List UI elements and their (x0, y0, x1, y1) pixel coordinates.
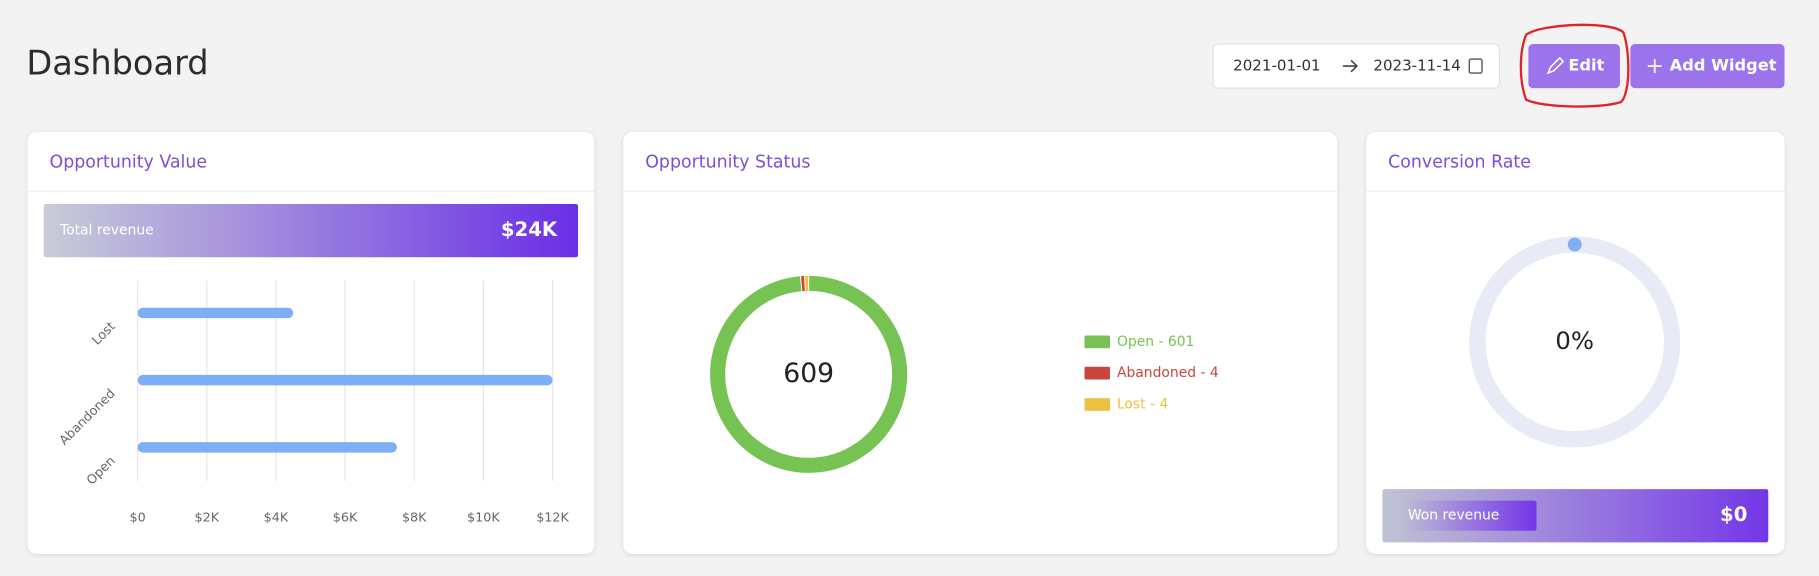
card-title: Opportunity Status (645, 152, 810, 172)
card: Opportunity Value Total revenue $24K (27, 132, 595, 554)
legend-label: Abandoned - 4 (1117, 365, 1219, 381)
date-start[interactable]: 2021-01-01 (1233, 57, 1320, 75)
bar (137, 374, 553, 386)
legend-label: Open - 601 (1117, 334, 1194, 350)
add-widget-label[interactable]: Add Widget (1670, 56, 1777, 75)
x-tick-label: $10K (467, 511, 500, 526)
legend-swatch (1084, 398, 1110, 411)
card-bg (1366, 132, 1785, 554)
add-widget-button[interactable] (1630, 44, 1785, 89)
bar (137, 442, 397, 453)
legend-swatch (1084, 335, 1110, 349)
summary-label-box (1396, 500, 1537, 531)
summary-value: $24K (501, 218, 558, 241)
annotation-circle (1519, 23, 1630, 108)
x-tick-label: $12K (536, 511, 569, 526)
edit-label[interactable]: Edit (1568, 56, 1604, 75)
gauge-value: 0% (1555, 326, 1594, 355)
card-title: Conversion Rate (1388, 152, 1531, 172)
legend-swatch (1084, 366, 1110, 380)
edit-button[interactable] (1528, 44, 1620, 89)
summary-banner (43, 203, 579, 258)
x-tick-label: $2K (195, 511, 220, 526)
x-tick-label: $8K (402, 511, 427, 526)
card: Opportunity Status 609 (623, 132, 1338, 554)
summary-label: Total revenue (59, 223, 154, 239)
calendar-icon[interactable] (1468, 58, 1483, 74)
arrow-icon (1342, 59, 1359, 73)
gauge-marker (1567, 237, 1582, 252)
summary-label: Won revenue (1408, 508, 1500, 524)
bar (137, 307, 294, 319)
card: Conversion Rate Won revenue $0 (1366, 132, 1785, 554)
card-title: Opportunity Value (50, 152, 208, 172)
x-tick-label: $0 (130, 511, 146, 526)
donut-total: 609 (783, 358, 834, 389)
date-end[interactable]: 2023-11-14 (1373, 57, 1460, 75)
card-bg (27, 132, 595, 554)
donut-segment (710, 275, 908, 473)
legend-label: Lost - 4 (1117, 396, 1169, 412)
x-tick-label: $4K (264, 511, 289, 526)
plus-icon (1647, 59, 1662, 74)
x-tick-label: $6K (333, 511, 358, 526)
summary-value: $0 (1720, 503, 1747, 526)
card-bg (623, 132, 1338, 554)
page-title: Dashboard (26, 43, 208, 82)
edit-icon (1546, 56, 1565, 75)
